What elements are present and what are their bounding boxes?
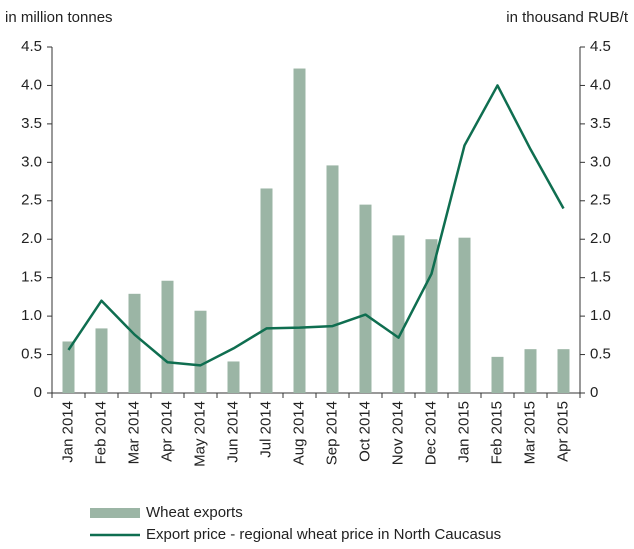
y2-tick-label: 3.0 bbox=[590, 153, 611, 170]
y2-tick-label: 2.0 bbox=[590, 230, 611, 247]
bar bbox=[557, 349, 570, 393]
y-tick-label: 2.0 bbox=[21, 230, 42, 247]
legend-label: Export price - regional wheat price in N… bbox=[146, 526, 501, 543]
x-tick-label: Oct 2014 bbox=[356, 401, 373, 462]
y2-tick-label: 2.5 bbox=[590, 192, 611, 209]
x-tick-label: Jun 2014 bbox=[224, 401, 241, 463]
y-tick-label: 2.5 bbox=[21, 192, 42, 209]
bar bbox=[227, 361, 240, 393]
x-tick-label: Mar 2014 bbox=[125, 401, 142, 464]
y2-tick-label: 3.5 bbox=[590, 115, 611, 132]
y-tick-label: 0 bbox=[34, 384, 42, 401]
bar bbox=[62, 341, 75, 393]
x-tick-label: Feb 2015 bbox=[488, 401, 505, 464]
x-tick-label: Jul 2014 bbox=[257, 401, 274, 458]
x-tick-label: Dec 2014 bbox=[422, 401, 439, 465]
bar bbox=[392, 235, 405, 393]
y2-tick-label: 0 bbox=[590, 384, 598, 401]
y2-tick-label: 0.5 bbox=[590, 346, 611, 363]
bar bbox=[326, 165, 339, 393]
y2-tick-label: 1.0 bbox=[590, 307, 611, 324]
bar bbox=[128, 293, 141, 393]
x-tick-label: Apr 2015 bbox=[554, 401, 571, 462]
x-tick-label: May 2014 bbox=[191, 401, 208, 467]
legend-swatch bbox=[90, 508, 140, 518]
y-tick-label: 1.0 bbox=[21, 307, 42, 324]
y-tick-label: 0.5 bbox=[21, 346, 42, 363]
x-tick-label: Mar 2015 bbox=[521, 401, 538, 464]
y-tick-label: 1.5 bbox=[21, 269, 42, 286]
x-tick-label: Aug 2014 bbox=[290, 401, 307, 465]
bar bbox=[524, 349, 537, 393]
bar bbox=[491, 356, 504, 393]
bar bbox=[95, 328, 108, 393]
bar bbox=[194, 310, 207, 393]
bar bbox=[161, 280, 174, 393]
bar bbox=[260, 188, 273, 393]
x-tick-label: Jan 2015 bbox=[455, 401, 472, 463]
y2-tick-label: 1.5 bbox=[590, 269, 611, 286]
line bbox=[67, 84, 565, 367]
y2-axis-label: in thousand RUB/t bbox=[506, 9, 629, 26]
y-tick-label: 4.0 bbox=[21, 76, 42, 93]
y2-tick-label: 4.5 bbox=[590, 38, 611, 55]
legend-label: Wheat exports bbox=[146, 504, 243, 521]
y-tick-label: 4.5 bbox=[21, 38, 42, 55]
y2-tick-label: 4.0 bbox=[590, 76, 611, 93]
y-axis-label: in million tonnes bbox=[5, 9, 113, 26]
x-tick-label: Jan 2014 bbox=[59, 401, 76, 463]
x-tick-label: Sep 2014 bbox=[323, 401, 340, 465]
x-tick-label: Apr 2014 bbox=[158, 401, 175, 462]
x-tick-label: Nov 2014 bbox=[389, 401, 406, 465]
y-tick-label: 3.5 bbox=[21, 115, 42, 132]
y-tick-label: 3.0 bbox=[21, 153, 42, 170]
bar bbox=[458, 237, 471, 393]
x-tick-label: Feb 2014 bbox=[92, 401, 109, 464]
bar bbox=[293, 68, 306, 393]
bar bbox=[359, 204, 372, 393]
